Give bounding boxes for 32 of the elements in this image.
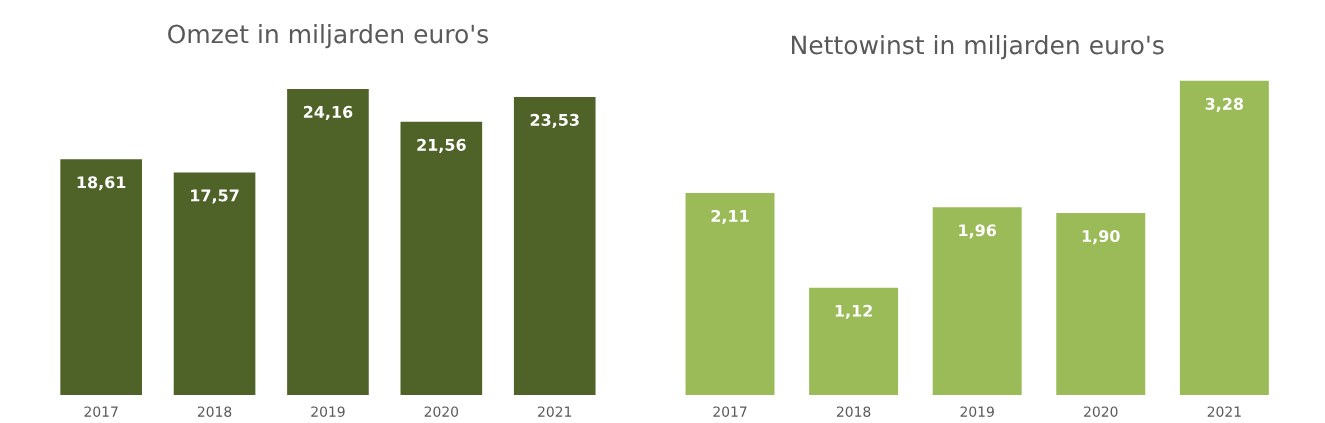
x-tick-label: 2020	[424, 406, 459, 417]
bar	[287, 88, 369, 396]
x-tick-label: 2021	[538, 406, 572, 417]
x-tick-label: 2020	[1084, 406, 1118, 417]
data-label: 23,53	[530, 113, 579, 128]
data-label: 24,16	[303, 105, 353, 120]
bar	[685, 192, 775, 396]
bar	[932, 207, 1022, 396]
data-label: 3,28	[1205, 97, 1244, 112]
x-tick-label: 2021	[1207, 406, 1241, 417]
chart-title: Nettowinst in miljarden euro's	[792, 35, 1164, 60]
chart-title: Omzet in miljarden euro's	[168, 24, 488, 49]
x-tick-label: 2017	[84, 406, 118, 417]
bar	[173, 172, 256, 396]
x-tick-label: 2018	[197, 406, 232, 417]
data-label: 1,12	[835, 304, 872, 319]
bar	[809, 287, 899, 396]
bar	[1179, 80, 1269, 396]
x-tick-label: 2019	[960, 406, 994, 417]
data-label: 21,56	[417, 138, 466, 153]
bar	[1056, 213, 1146, 396]
data-label: 17,57	[191, 189, 239, 204]
x-tick-label: 2019	[311, 406, 345, 417]
data-label: 18,61	[77, 176, 126, 191]
x-tick-label: 2017	[713, 406, 747, 417]
x-tick-label: 2018	[836, 406, 871, 417]
bar	[400, 121, 483, 396]
bar	[513, 96, 596, 396]
data-label: 2,11	[711, 209, 749, 225]
data-label: 1,96	[959, 224, 997, 239]
data-label: 1,90	[1082, 230, 1120, 245]
bar	[60, 159, 142, 396]
